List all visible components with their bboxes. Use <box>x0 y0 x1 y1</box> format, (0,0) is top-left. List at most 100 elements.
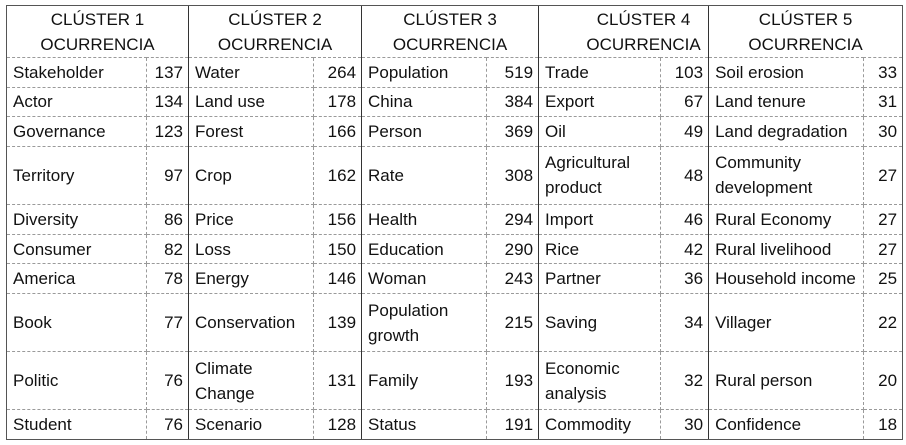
occurrence-cell: 31 <box>863 86 904 118</box>
occurrence-cell: 30 <box>863 116 904 147</box>
term-cell: Family <box>361 351 488 411</box>
term-cell: Scenario <box>188 409 315 440</box>
term-cell: Rate <box>361 145 488 206</box>
term-cell: Villager <box>708 292 865 353</box>
occurrence-cell: 215 <box>486 292 540 353</box>
occurrence-cell: 27 <box>863 145 904 206</box>
occurrence-cell: 134 <box>145 86 190 118</box>
term-cell: Price <box>188 204 315 235</box>
term-cell: Trade <box>538 57 662 88</box>
term-cell: Loss <box>188 233 315 265</box>
term-cell: Student <box>6 409 147 440</box>
occurrence-cell: 294 <box>486 204 540 235</box>
term-cell: Import <box>538 204 662 235</box>
occurrence-cell: 162 <box>313 145 363 206</box>
occurrence-cell: 193 <box>486 351 540 411</box>
occurrence-cell: 77 <box>145 292 190 353</box>
term-cell: Soil erosion <box>708 57 865 88</box>
term-cell: Climate Change <box>188 351 315 411</box>
occurrence-cell: 146 <box>313 263 363 294</box>
term-cell: Rural livelihood <box>708 233 865 265</box>
term-cell: Population <box>361 57 488 88</box>
occurrence-cell: 27 <box>863 233 904 265</box>
term-cell: Stakeholder <box>6 57 147 88</box>
occurrence-cell: 49 <box>660 116 710 147</box>
cluster-title: CLÚSTER 3 <box>403 9 497 29</box>
occurrence-cell: 156 <box>313 204 363 235</box>
occurrence-cell: 78 <box>145 263 190 294</box>
table-body: Stakeholder 137 Water 264 Population 519 Trade… <box>6 57 904 440</box>
term-cell: Community development <box>708 145 865 206</box>
occurrence-cell: 82 <box>145 233 190 265</box>
cluster-occurrence-table: CLÚSTER 1 OCURRENCIA CLÚSTER 2 OCURRENCI… <box>5 5 904 440</box>
term-cell: Rice <box>538 233 662 265</box>
term-cell: Rural person <box>708 351 865 411</box>
occurrence-cell: 34 <box>660 292 710 353</box>
occurrence-cell: 27 <box>863 204 904 235</box>
occurrence-cell: 178 <box>313 86 363 118</box>
cluster-title: CLÚSTER 1 <box>50 9 145 29</box>
term-cell: Health <box>361 204 488 235</box>
occurrence-cell: 384 <box>486 86 540 118</box>
occurrence-cell: 18 <box>863 409 904 440</box>
cluster-3-header: CLÚSTER 3 OCURRENCIA <box>361 5 540 58</box>
occurrence-cell: 290 <box>486 233 540 265</box>
term-cell: Water <box>188 57 315 88</box>
cluster-title: CLÚSTER 4 <box>596 9 691 29</box>
term-cell: Forest <box>188 116 315 147</box>
term-cell: Status <box>361 409 488 440</box>
occurrence-cell: 264 <box>313 57 363 88</box>
term-cell: Diversity <box>6 204 147 235</box>
table-row: Actor 134 Land use 178 China 384 Export 67 Land … <box>6 86 904 118</box>
occurrence-cell: 86 <box>145 204 190 235</box>
term-cell: Land degradation <box>708 116 865 147</box>
cluster-2-header: CLÚSTER 2 OCURRENCIA <box>188 5 363 58</box>
occurrence-cell: 519 <box>486 57 540 88</box>
term-cell: Land tenure <box>708 86 865 118</box>
term-cell: China <box>361 86 488 118</box>
table-row: Consumer 82 Loss 150 Education 290 Rice 42 Rural… <box>6 233 904 265</box>
cluster-5-header: CLÚSTER 5 OCURRENCIA <box>708 5 904 58</box>
term-cell: Crop <box>188 145 315 206</box>
occurrence-cell: 131 <box>313 351 363 411</box>
term-cell: Energy <box>188 263 315 294</box>
occurrence-cell: 30 <box>660 409 710 440</box>
occurrence-cell: 137 <box>145 57 190 88</box>
term-cell: America <box>6 263 147 294</box>
table-row: Governance 123 Forest 166 Person 369 Oil 49 Land… <box>6 116 904 147</box>
term-cell: Oil <box>538 116 662 147</box>
term-cell: Agricultural product <box>538 145 662 206</box>
occurrence-cell: 139 <box>313 292 363 353</box>
table-row: Book 77 Conservation 139 Population growth 21… <box>6 292 904 353</box>
occurrence-cell: 32 <box>660 351 710 411</box>
term-cell: Saving <box>538 292 662 353</box>
occurrence-cell: 191 <box>486 409 540 440</box>
occurrence-cell: 33 <box>863 57 904 88</box>
term-cell: Consumer <box>6 233 147 265</box>
term-cell: Commodity <box>538 409 662 440</box>
occurrence-cell: 25 <box>863 263 904 294</box>
occurrence-cell: 36 <box>660 263 710 294</box>
term-cell: Partner <box>538 263 662 294</box>
term-cell: Household income <box>708 263 865 294</box>
table-row: Territory 97 Crop 162 Rate 308 Agricultural pr… <box>6 145 904 206</box>
occurrence-cell: 97 <box>145 145 190 206</box>
term-cell: Book <box>6 292 147 353</box>
occurrence-cell: 76 <box>145 351 190 411</box>
table-row: Politic 76 Climate Change 131 Family 193 Econo… <box>6 351 904 411</box>
cluster-title: CLÚSTER 5 <box>758 9 853 29</box>
cluster-1-header: CLÚSTER 1 OCURRENCIA <box>5 5 190 58</box>
term-cell: Land use <box>188 86 315 118</box>
header-row: CLÚSTER 1 OCURRENCIA CLÚSTER 2 OCURRENCI… <box>5 5 904 58</box>
term-cell: Economic analysis <box>538 351 662 411</box>
table-row: Student 76 Scenario 128 Status 191 Commodity 30… <box>6 409 904 440</box>
term-cell: Woman <box>361 263 488 294</box>
term-cell: Person <box>361 116 488 147</box>
occurrence-cell: 22 <box>863 292 904 353</box>
term-cell: Governance <box>6 116 147 147</box>
cluster-subtitle: OCURRENCIA <box>217 34 333 54</box>
occurrence-cell: 243 <box>486 263 540 294</box>
cluster-subtitle: OCURRENCIA <box>392 34 508 54</box>
term-cell: Population growth <box>361 292 488 353</box>
occurrence-cell: 46 <box>660 204 710 235</box>
